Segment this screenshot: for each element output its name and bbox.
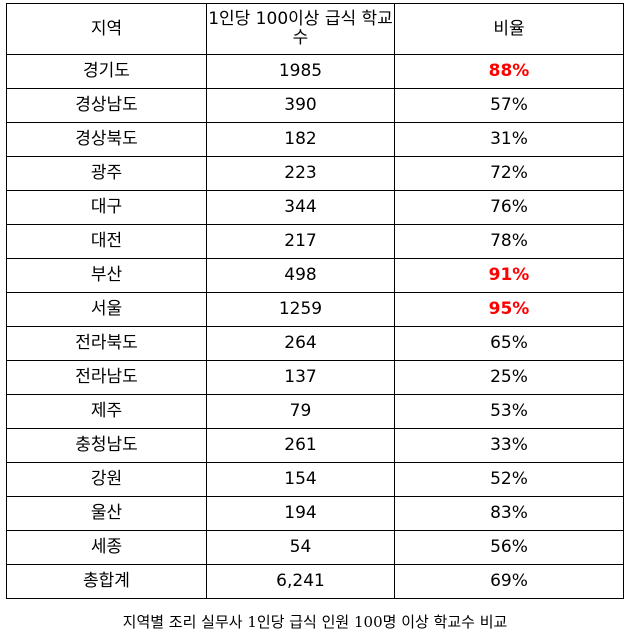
ratio-cell: 65% (394, 326, 624, 361)
table-row: 강원 154 52% (6, 462, 624, 497)
count-cell: 79 (206, 394, 395, 429)
table-body: 지역 1인당 100이상 급식 학교수 비율 경기도 1985 88% 경상남도 390… (6, 3, 624, 599)
count-cell: 344 (206, 190, 395, 225)
total-ratio: 69% (394, 564, 624, 599)
table-row: 충청남도 261 33% (6, 428, 624, 463)
count-cell: 217 (206, 224, 395, 259)
count-cell: 1259 (206, 292, 395, 327)
region-cell: 경기도 (6, 54, 207, 89)
count-cell: 1985 (206, 54, 395, 89)
region-cell: 울산 (6, 496, 207, 531)
total-label: 총합계 (6, 564, 207, 599)
total-count: 6,241 (206, 564, 395, 599)
count-cell: 154 (206, 462, 395, 497)
region-cell: 경상북도 (6, 122, 207, 157)
region-cell: 전라남도 (6, 360, 207, 395)
ratio-cell: 95% (394, 292, 624, 327)
ratio-cell: 76% (394, 190, 624, 225)
count-cell: 137 (206, 360, 395, 395)
ratio-cell: 78% (394, 224, 624, 259)
ratio-cell: 31% (394, 122, 624, 157)
ratio-cell: 88% (394, 54, 624, 89)
region-cell: 부산 (6, 258, 207, 293)
region-cell: 대전 (6, 224, 207, 259)
ratio-cell: 91% (394, 258, 624, 293)
region-cell: 대구 (6, 190, 207, 225)
ratio-cell: 56% (394, 530, 624, 565)
region-cell: 제주 (6, 394, 207, 429)
ratio-cell: 33% (394, 428, 624, 463)
ratio-cell: 25% (394, 360, 624, 395)
region-cell: 세종 (6, 530, 207, 565)
ratio-cell: 52% (394, 462, 624, 497)
table-row: 대전 217 78% (6, 224, 624, 259)
ratio-cell: 53% (394, 394, 624, 429)
ratio-cell: 72% (394, 156, 624, 191)
count-cell: 390 (206, 88, 395, 123)
region-cell: 전라북도 (6, 326, 207, 361)
region-cell: 강원 (6, 462, 207, 497)
table-caption: 지역별 조리 실무사 1인당 급식 인원 100명 이상 학교수 비교 (122, 613, 508, 631)
table-row: 부산 498 91% (6, 258, 624, 293)
count-cell: 223 (206, 156, 395, 191)
region-cell: 광주 (6, 156, 207, 191)
table-row: 경상남도 390 57% (6, 88, 624, 123)
table-row: 제주 79 53% (6, 394, 624, 429)
header-count: 1인당 100이상 급식 학교수 (206, 3, 395, 55)
region-cell: 서울 (6, 292, 207, 327)
count-cell: 498 (206, 258, 395, 293)
table-row: 경상북도 182 31% (6, 122, 624, 157)
count-cell: 261 (206, 428, 395, 463)
ratio-cell: 57% (394, 88, 624, 123)
table-row: 경기도 1985 88% (6, 54, 624, 89)
table-row: 광주 223 72% (6, 156, 624, 191)
table-row: 서울 1259 95% (6, 292, 624, 327)
table-row: 전라남도 137 25% (6, 360, 624, 395)
count-cell: 194 (206, 496, 395, 531)
ratio-cell: 83% (394, 496, 624, 531)
table-row: 전라북도 264 65% (6, 326, 624, 361)
table-row: 울산 194 83% (6, 496, 624, 531)
header-region: 지역 (6, 3, 207, 55)
school-meal-table: 지역 1인당 100이상 급식 학교수 비율 경기도 1985 88% 경상남도 390… (6, 3, 624, 599)
count-cell: 182 (206, 122, 395, 157)
header-row: 지역 1인당 100이상 급식 학교수 비율 (6, 3, 624, 55)
table-row: 세종 54 56% (6, 530, 624, 565)
table-row: 대구 344 76% (6, 190, 624, 225)
region-cell: 경상남도 (6, 88, 207, 123)
region-cell: 충청남도 (6, 428, 207, 463)
header-ratio: 비율 (394, 3, 624, 55)
total-row: 총합계 6,241 69% (6, 564, 624, 599)
count-cell: 264 (206, 326, 395, 361)
count-cell: 54 (206, 530, 395, 565)
